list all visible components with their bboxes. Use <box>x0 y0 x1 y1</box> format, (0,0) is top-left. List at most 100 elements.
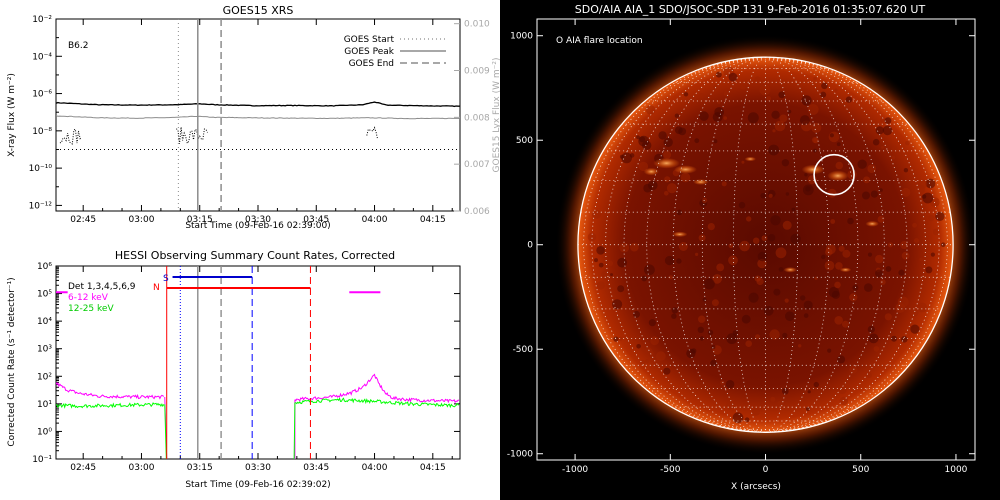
sun-texture-blob <box>781 159 790 167</box>
sun-texture-blob <box>754 76 761 83</box>
sun-texture-blob <box>849 293 858 302</box>
sun-texture-blob <box>868 333 879 344</box>
grid-longitude <box>646 56 766 433</box>
sun-texture-blob <box>630 242 639 252</box>
goes-y-tick-label: 10⁻¹² <box>29 201 53 211</box>
sun-texture-blob <box>863 176 871 184</box>
sun-texture-blob <box>901 187 911 197</box>
sun-texture-blob <box>879 279 886 285</box>
sun-texture-blob <box>745 340 752 348</box>
sun-texture-blob <box>875 126 884 135</box>
hessi-y-tick-label: 10⁰ <box>37 427 52 437</box>
sun-active-region <box>643 167 659 176</box>
sun-active-region <box>801 164 825 175</box>
sun-texture-blob <box>805 406 811 411</box>
hessi-x-tick-label: 04:15 <box>420 463 446 473</box>
goes-y-tick-label: 10⁻¹⁰ <box>29 164 53 174</box>
sun-texture-blob <box>900 240 909 250</box>
sun-texture-blob <box>713 139 718 144</box>
goes-y2-tick-label: 0.007 <box>464 160 490 170</box>
sun-texture-blob <box>897 296 909 308</box>
sun-texture-blob <box>668 275 673 280</box>
goes-y2-tick-label: 0.008 <box>464 113 490 123</box>
hessi-series-6-12-kev <box>294 373 460 404</box>
aia-y-tick-label: 500 <box>516 136 533 146</box>
sun-texture-blob <box>837 355 846 364</box>
sun-texture-blob <box>757 258 767 269</box>
goes-y-tick-label: 10⁻⁶ <box>32 90 52 100</box>
sun-texture-blob <box>828 131 840 143</box>
goes-x-tick-label: 03:00 <box>128 215 154 225</box>
sun-texture-blob <box>867 252 873 257</box>
sun-texture-blob <box>873 346 880 352</box>
sun-texture-blob <box>757 251 768 262</box>
sun-texture-blob <box>847 217 854 225</box>
sun-active-region <box>827 170 849 182</box>
sun-texture-blob <box>768 193 773 198</box>
sun-texture-blob <box>836 142 841 147</box>
sun-texture-blob <box>658 131 667 140</box>
sun-texture-blob <box>711 299 719 307</box>
sun-texture-blob <box>683 92 689 97</box>
grid-longitude <box>583 56 766 433</box>
sun-texture-blob <box>650 336 659 346</box>
sun-texture-blob <box>774 120 786 132</box>
sun-texture-blob <box>704 278 715 290</box>
sun-texture-blob <box>613 336 619 342</box>
sun-texture-blob <box>811 122 822 133</box>
sun-texture-blob <box>655 351 666 362</box>
sun-texture-blob <box>778 267 784 272</box>
sun-texture-blob <box>885 266 892 272</box>
sun-texture-blob <box>716 263 725 272</box>
aia-x-label: X (arcsecs) <box>731 482 781 492</box>
goes-noise-burst <box>366 126 379 140</box>
heliographic-grid <box>577 56 954 433</box>
sun-active-region <box>693 179 709 185</box>
sun-texture-blob <box>698 93 705 99</box>
sun-texture-blob <box>674 113 680 118</box>
goes-x-tick-label: 04:15 <box>420 215 446 225</box>
goes-series-short <box>56 115 460 120</box>
sun-texture-blob <box>710 359 717 367</box>
sun-texture-blob <box>834 316 843 325</box>
goes-x-tick-label: 03:30 <box>245 215 271 225</box>
sun-texture-blob <box>652 124 659 131</box>
aia-x-tick-label: 0 <box>763 465 769 475</box>
hessi-x-axis: 02:45 03:00 03:15 03:30 03:45 04:00 04:15 <box>70 266 453 473</box>
sun-texture-blob <box>714 107 725 117</box>
sun-texture-blob <box>587 232 597 242</box>
sun-texture-blob <box>664 176 671 183</box>
goes-y-tick-label: 10⁻⁴ <box>32 52 52 62</box>
goes-series-long <box>56 101 460 108</box>
sun-texture-blob <box>875 254 884 264</box>
sun-texture-blob <box>813 137 819 144</box>
hessi-legend-12-25: 12-25 keV <box>68 304 114 314</box>
sun-texture-blob <box>880 117 886 123</box>
hessi-series-6-12-kev <box>56 382 165 400</box>
sun-texture-blob <box>723 91 730 97</box>
sun-texture-blob <box>891 155 896 160</box>
sun-texture-blob <box>728 255 738 266</box>
hessi-flag-n: N <box>153 283 160 293</box>
sun-texture-blob <box>864 283 873 292</box>
sun-texture-blob <box>645 359 650 364</box>
sun-texture-blob <box>663 367 671 375</box>
hessi-x-tick-label: 02:45 <box>70 463 96 473</box>
aia-plot-frame <box>536 18 976 461</box>
sun-texture-blob <box>699 111 709 121</box>
sun-texture-blob <box>753 237 760 244</box>
sun-texture-blob <box>720 380 725 385</box>
sun-texture-blob <box>839 396 849 406</box>
sun-active-region <box>653 157 680 169</box>
hessi-data <box>56 266 460 459</box>
sun-texture-blob <box>713 85 718 89</box>
sun-texture-blob <box>680 172 691 183</box>
sun-texture-blob <box>791 207 796 212</box>
goes-y2-tick-label: 0.006 <box>464 207 490 217</box>
sun-texture-blob <box>805 186 811 192</box>
hessi-x-tick-label: 04:00 <box>362 463 388 473</box>
sun-texture-blob <box>607 260 614 267</box>
sun-texture-blob <box>918 179 928 189</box>
sun-texture-blob <box>837 385 847 395</box>
